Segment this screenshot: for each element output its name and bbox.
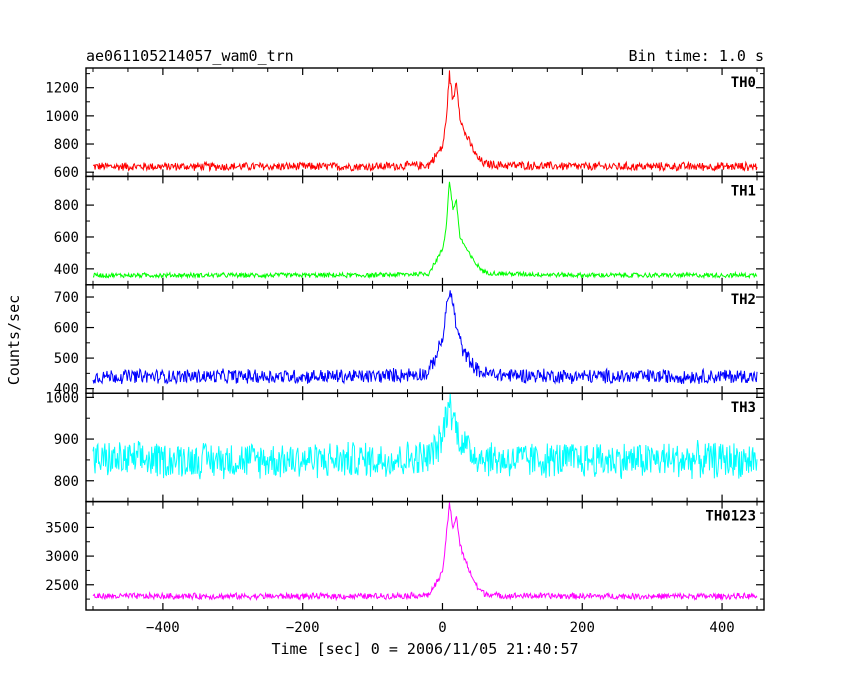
panel-th3: 800 900 1000 TH3 [45,390,765,503]
panel-th0: 600 800 1000 1200 TH0 [45,67,765,181]
y-tick-label: 800 [54,198,79,214]
y-tick-label: 800 [54,137,79,153]
y-tick-label: 400 [54,382,79,398]
x-axis-label: Time [sec] 0 = 2006/11/05 21:40:57 [271,640,578,658]
x-tick-label: −400 [146,620,180,636]
y-tick-label: 3000 [45,549,79,565]
y-tick-label: 1000 [45,390,79,406]
y-axis-label: Counts/sec [5,295,23,385]
y-tick-label: 500 [54,351,79,367]
panel-th2: 400 500 600 700 TH2 [54,284,765,398]
x-axis: −400 −200 0 200 400 [146,620,735,636]
x-tick-label: 200 [570,620,595,636]
panel-frame [85,392,765,503]
series-label-th0123: TH0123 [705,509,756,525]
panel-th1: 400 600 800 TH1 [54,175,765,286]
x-tick-label: 400 [709,620,734,636]
y-tick-label: 600 [54,230,79,246]
x-tick-label: −200 [286,620,320,636]
y-tick-label: 1000 [45,109,79,125]
y-tick-label: 400 [54,262,79,278]
series-line-th3 [92,393,758,480]
panel-frame [85,175,765,286]
y-tick-label: 700 [54,290,79,306]
series-line-th0 [92,70,758,173]
series-label-th0: TH0 [731,75,756,91]
y-tick-label: 800 [54,474,79,490]
series-label-th1: TH1 [731,183,756,199]
y-tick-label: 2500 [45,578,79,594]
series-label-th3: TH3 [731,400,756,416]
series-line-th0123 [92,502,758,602]
series-line-th2 [92,290,758,385]
y-tick-label: 900 [54,432,79,448]
y-tick-label: 600 [54,165,79,181]
panel-frame [85,67,765,178]
y-tick-label: 600 [54,321,79,337]
y-tick-label: 1200 [45,81,79,97]
bin-time-label: Bin time: 1.0 s [629,47,764,65]
series-label-th2: TH2 [731,292,756,308]
x-tick-label: 0 [438,620,446,636]
panel-th0123: 2500 3000 3500 TH0123 [45,500,765,611]
series-line-th1 [92,181,758,280]
y-tick-label: 3500 [45,520,79,536]
panels: 600 800 1000 1200 TH0 400 600 800 TH1 400 500 600 70… [45,67,765,611]
chart-title: ae061105214057_wam0_trn [86,47,294,65]
